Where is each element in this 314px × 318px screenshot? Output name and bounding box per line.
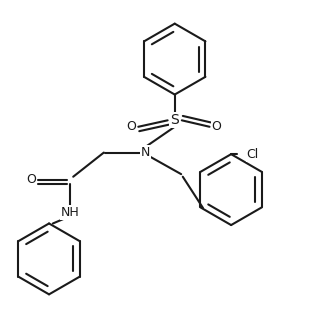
Text: O: O: [212, 120, 222, 133]
Text: Cl: Cl: [246, 148, 259, 161]
Text: S: S: [171, 113, 179, 127]
Text: NH: NH: [61, 206, 79, 219]
Text: N: N: [141, 146, 150, 159]
Text: O: O: [26, 173, 36, 186]
Text: O: O: [126, 120, 136, 133]
